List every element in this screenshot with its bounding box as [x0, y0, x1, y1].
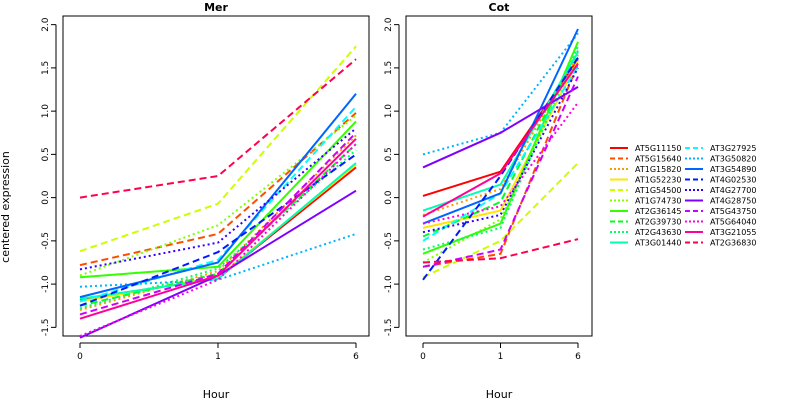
x-tick-label: 0 [420, 352, 426, 362]
series-line-at5g64040 [422, 101, 579, 225]
panel-mer: Mer -1.5 -1.0 -0.5 0.0 0.5 1.0 1.5 2.0 0 1 6 Hour [41, 1, 370, 400]
series-line-at2g36830 [422, 238, 579, 264]
x-tick-label: 6 [575, 352, 581, 362]
series-line-at3g54890 [422, 28, 579, 225]
plot-frame [405, 15, 593, 337]
series-line-at5g15640 [422, 63, 579, 268]
y-tick-label: 1.0 [384, 104, 394, 119]
panels-group: Mer-1.5-1.0-0.50.00.51.01.52.00 1 6HourCot… [41, 1, 593, 400]
legend-label: AT5G11150 [635, 144, 681, 153]
series-line-at3g21055 [79, 138, 357, 320]
y-tick-label: 1.5 [41, 61, 51, 75]
series-line-at3g01440 [79, 162, 357, 300]
series-line-at4g27700 [422, 67, 579, 234]
legend-label: AT4G27700 [710, 186, 756, 195]
legend-label: AT3G27925 [710, 144, 756, 153]
series-line-at5g43750 [79, 132, 357, 316]
y-tick-label: -1.0 [384, 275, 394, 293]
series-line-at2g43630 [422, 45, 579, 251]
y-axis-label: centered expression [0, 151, 12, 263]
y-tick-label: 0.5 [41, 147, 51, 161]
legend-label: AT1G74730 [635, 197, 681, 206]
legend-label: AT1G52230 [635, 176, 681, 185]
series-line-at4g27700 [79, 127, 357, 271]
legend-label: AT1G15820 [635, 165, 681, 174]
panel-title: Cot [489, 1, 510, 14]
series-line-at2g39730 [79, 143, 357, 307]
y-tick-label: -1.0 [41, 275, 51, 293]
y-tick-label: -1.5 [384, 319, 394, 337]
series-line-at5g64040 [79, 143, 357, 337]
x-tick-label: 1 [498, 352, 504, 362]
legend: AT5G11150AT5G15640AT1G15820AT1G52230AT1G… [610, 144, 756, 248]
y-tick-label: 2.0 [41, 17, 51, 32]
series-line-at4g02530 [422, 56, 579, 281]
panel-title: Mer [204, 1, 228, 14]
series-line-at2g36830 [79, 58, 357, 199]
series-line-at4g28750 [422, 86, 579, 169]
y-tick-label: 2.0 [384, 17, 394, 32]
legend-label: AT3G21055 [710, 228, 756, 237]
series-line-at2g36145 [79, 120, 357, 279]
series-line-at1g54500 [79, 45, 357, 253]
y-tick-label: 1.5 [384, 61, 394, 75]
series-line-at3g21055 [422, 63, 579, 218]
y-tick-label: 0.0 [384, 190, 394, 205]
legend-label: AT2G36145 [635, 207, 681, 216]
series-line-at4g28750 [79, 189, 357, 339]
series-line-at1g74730 [422, 54, 579, 264]
plot-frame [62, 15, 370, 337]
legend-label: AT5G15640 [635, 155, 681, 164]
y-tick-label: -1.5 [41, 319, 51, 337]
series-line-at1g52230 [422, 60, 579, 229]
x-tick-label: 0 [77, 352, 83, 362]
legend-label: AT4G02530 [710, 176, 756, 185]
panel-cot: Cot -1.5 -1.0 -0.5 0.0 0.5 1.0 1.5 2.0 0 1 6 Hour [384, 1, 593, 400]
series-line-at1g74730 [79, 114, 357, 277]
x-tick-label: 1 [215, 352, 221, 362]
legend-label: AT1G54500 [635, 186, 681, 195]
legend-label: AT2G39730 [635, 218, 681, 227]
series-line-at4g02530 [79, 153, 357, 307]
y-tick-label: -0.5 [384, 232, 394, 250]
y-tick-label: -0.5 [41, 232, 51, 250]
series-line-at1g15820 [422, 54, 579, 216]
y-tick-label: 0.5 [384, 147, 394, 161]
legend-label: AT3G54890 [710, 165, 756, 174]
series-line-at1g54500 [422, 162, 579, 279]
x-axis-label: Hour [486, 388, 513, 400]
x-axis-label: Hour [203, 388, 230, 400]
legend-label: AT2G43630 [635, 228, 681, 237]
legend-label: AT3G50820 [710, 155, 756, 164]
x-tick-label: 6 [353, 352, 359, 362]
legend-label: AT4G28750 [710, 197, 756, 206]
y-tick-label: 1.0 [41, 104, 51, 119]
series-line-at3g54890 [79, 93, 357, 299]
legend-label: AT5G43750 [710, 207, 756, 216]
series-line-at5g15640 [79, 112, 357, 267]
legend-label: AT3G01440 [635, 239, 681, 248]
series-line-at3g50820 [79, 232, 357, 288]
legend-label: AT5G64040 [710, 218, 756, 227]
legend-label: AT2G36830 [710, 239, 756, 248]
y-tick-label: 0.0 [41, 190, 51, 205]
